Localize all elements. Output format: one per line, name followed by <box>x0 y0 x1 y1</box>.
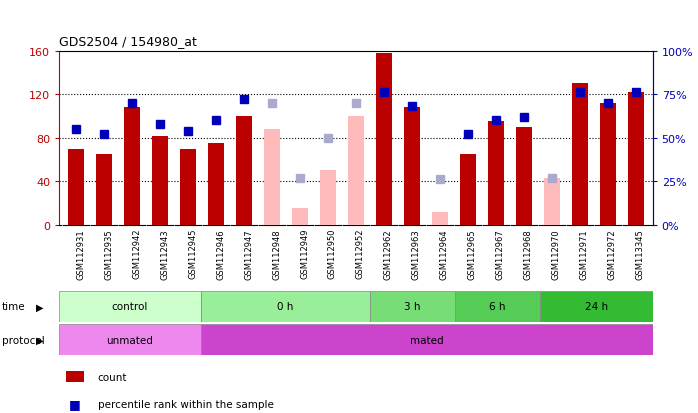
Bar <box>180 149 195 225</box>
Text: GSM113345: GSM113345 <box>636 228 645 279</box>
Text: GSM112935: GSM112935 <box>104 228 113 279</box>
Text: GSM112965: GSM112965 <box>468 228 477 279</box>
Text: GSM112950: GSM112950 <box>328 228 337 279</box>
Text: GSM112945: GSM112945 <box>188 228 197 279</box>
Bar <box>455 291 540 322</box>
Bar <box>540 291 653 322</box>
Text: GSM112967: GSM112967 <box>496 228 505 279</box>
Bar <box>68 149 84 225</box>
Bar <box>348 116 364 225</box>
Bar <box>572 84 588 225</box>
Bar <box>544 178 560 225</box>
Text: 0 h: 0 h <box>277 301 294 312</box>
Bar <box>200 324 653 355</box>
Text: GSM112952: GSM112952 <box>356 228 365 279</box>
Text: GSM112948: GSM112948 <box>272 228 281 279</box>
Text: ▶: ▶ <box>36 301 44 312</box>
Text: time: time <box>2 301 26 312</box>
Text: GSM112971: GSM112971 <box>580 228 589 279</box>
Bar <box>152 136 168 225</box>
Text: percentile rank within the sample: percentile rank within the sample <box>98 399 274 409</box>
Bar <box>59 324 200 355</box>
Text: GSM112963: GSM112963 <box>412 228 421 279</box>
Bar <box>200 291 370 322</box>
Bar <box>600 104 616 225</box>
Text: unmated: unmated <box>107 335 154 345</box>
Text: GSM112947: GSM112947 <box>244 228 253 279</box>
Text: count: count <box>98 372 127 382</box>
Text: GSM112946: GSM112946 <box>216 228 225 279</box>
Text: 3 h: 3 h <box>404 301 421 312</box>
Bar <box>376 54 392 225</box>
Bar <box>237 116 252 225</box>
Text: protocol: protocol <box>2 335 45 345</box>
Text: ■: ■ <box>69 397 80 410</box>
Bar <box>488 122 503 225</box>
Bar <box>59 291 200 322</box>
Text: control: control <box>112 301 148 312</box>
Bar <box>209 144 224 225</box>
Text: GSM112962: GSM112962 <box>384 228 393 279</box>
Text: GSM112931: GSM112931 <box>76 228 85 279</box>
Bar <box>265 130 280 225</box>
Text: GSM112970: GSM112970 <box>552 228 561 279</box>
Text: 24 h: 24 h <box>584 301 608 312</box>
Bar <box>628 93 644 225</box>
Text: GSM112964: GSM112964 <box>440 228 449 279</box>
Bar <box>96 154 112 225</box>
Text: GSM112949: GSM112949 <box>300 228 309 279</box>
Text: mated: mated <box>410 335 443 345</box>
Text: 6 h: 6 h <box>489 301 505 312</box>
Text: ▶: ▶ <box>36 335 44 345</box>
Text: GSM112942: GSM112942 <box>132 228 141 279</box>
Text: GSM112972: GSM112972 <box>608 228 617 279</box>
Bar <box>460 154 475 225</box>
Text: GDS2504 / 154980_at: GDS2504 / 154980_at <box>59 35 198 47</box>
Text: GSM112943: GSM112943 <box>160 228 169 279</box>
Bar <box>124 108 140 225</box>
Bar <box>432 212 447 225</box>
Bar <box>517 128 532 225</box>
Bar <box>320 171 336 225</box>
Bar <box>370 291 455 322</box>
Text: GSM112968: GSM112968 <box>524 228 533 279</box>
Bar <box>404 108 419 225</box>
Bar <box>292 209 308 225</box>
